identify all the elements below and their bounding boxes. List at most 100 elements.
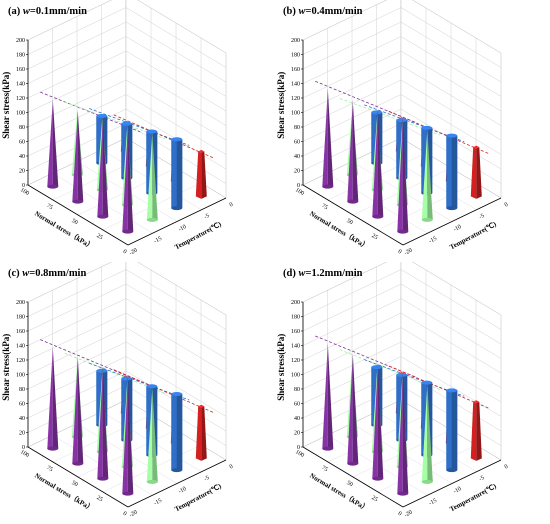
z-tick-label: 200 <box>291 300 300 306</box>
temperature-tick-label: -10 <box>178 224 188 233</box>
z-tick-label: 60 <box>19 402 25 408</box>
bar--10-25 <box>171 137 183 211</box>
z-tick-label: 140 <box>16 344 25 350</box>
wall-gridline <box>27 79 227 141</box>
trend-line <box>388 365 489 409</box>
cone-base <box>322 184 334 189</box>
trend-line <box>64 352 165 394</box>
z-tick-label: 80 <box>294 125 300 131</box>
panel-label: (c) <box>8 268 22 279</box>
cylinder-top <box>371 110 383 115</box>
z-tick-label: 100 <box>16 373 25 379</box>
z-tick-label: 120 <box>291 358 300 364</box>
z-tick-label: 100 <box>291 373 300 379</box>
wall-gridline <box>302 341 502 403</box>
normal-stress-tick-label: 0 <box>397 249 403 256</box>
cone-face-right <box>402 117 409 234</box>
z-tick-label: 0 <box>297 183 300 189</box>
cylinder-shade <box>451 390 458 471</box>
temperature-tick-label: -15 <box>428 498 438 507</box>
wall-gridline <box>302 7 502 68</box>
bar--20-50 <box>372 109 384 219</box>
wall-gridline <box>302 298 502 359</box>
cone-face-right <box>327 88 334 189</box>
z-axis-label: Shear stress(kPa) <box>276 334 286 401</box>
z-tick-label: 20 <box>294 431 300 437</box>
cone-face-left <box>397 117 403 234</box>
wall-gridline <box>302 327 502 388</box>
trend-line <box>40 91 141 133</box>
rate-symbol: w <box>298 268 306 279</box>
cone-face-left <box>421 384 428 484</box>
trend-line <box>388 110 489 154</box>
z-tick-label: 140 <box>291 344 300 350</box>
z-tick-label: 80 <box>19 387 25 393</box>
cone-face-right <box>102 118 109 219</box>
prism-face-right <box>201 151 207 199</box>
cone-face-left <box>47 99 53 189</box>
trend-line <box>339 98 440 136</box>
cone-base <box>72 461 84 466</box>
bar--20-75 <box>72 111 84 204</box>
normal-stress-tick-label: 25 <box>370 495 378 503</box>
cone-face-left <box>322 88 328 189</box>
cylinder-top <box>96 368 108 373</box>
wall-gridline <box>27 21 227 83</box>
z-tick-label: 200 <box>16 38 25 44</box>
cone-face-right <box>377 362 384 481</box>
z-tick-label: 180 <box>291 315 300 321</box>
temperature-tick-label: -20 <box>129 248 139 257</box>
cone-face-left <box>322 343 328 451</box>
cylinder-top <box>421 125 433 130</box>
prism-face-right <box>201 406 207 461</box>
bar--10-25 <box>171 392 183 473</box>
wall-gridline <box>302 356 502 417</box>
cone-face-left <box>122 126 128 234</box>
cone-base <box>122 491 134 496</box>
cone-base <box>97 214 109 219</box>
panel-label: (a) <box>8 6 23 17</box>
bar--15-25 <box>421 384 433 484</box>
trend-line <box>113 114 214 159</box>
temperature-tick-label: -10 <box>453 486 463 495</box>
wall-gridline <box>27 36 227 97</box>
normal-stress-tick-label: 0 <box>397 511 403 518</box>
rate-value: =0.1mm/min <box>30 6 87 17</box>
cone-face-left <box>347 100 353 204</box>
bar--20-100 <box>47 99 59 189</box>
z-tick-label: 160 <box>291 329 300 335</box>
cylinder-shade <box>101 116 108 164</box>
normal-stress-tick-label: 0 <box>122 249 128 256</box>
wall-gridline <box>302 0 502 54</box>
bar--20-75 <box>347 100 359 204</box>
z-tick-label: 120 <box>291 96 300 102</box>
panel-title: (b) w=0.4mm/min <box>283 6 363 17</box>
cylinder-shade <box>426 127 433 194</box>
cone-base <box>146 479 158 484</box>
wall-gridline <box>27 370 227 432</box>
z-tick-label: 0 <box>22 445 25 451</box>
wall-gridline <box>27 356 227 417</box>
trend-line <box>40 339 141 382</box>
prism-face-right <box>476 401 482 461</box>
temperature-tick-label: 0 <box>504 202 509 209</box>
z-tick-label: 60 <box>294 140 300 146</box>
prism-top <box>198 149 205 153</box>
cylinder-shade <box>126 378 133 441</box>
bar--20-50 <box>97 366 109 481</box>
rate-value: =1.2mm/min <box>305 268 362 279</box>
temperature-tick-label: -10 <box>178 486 188 495</box>
z-tick-label: 180 <box>16 53 25 59</box>
cone-face-right <box>52 347 59 451</box>
cone-face-left <box>397 371 403 496</box>
z-tick-label: 200 <box>291 38 300 44</box>
normal-stress-tick-label: 50 <box>70 218 78 226</box>
wall-gridline <box>27 298 227 359</box>
cylinder-shade <box>376 367 383 426</box>
wall-gridline <box>302 50 502 112</box>
normal-stress-tick-label: 75 <box>320 465 328 473</box>
cone-face-right <box>352 100 359 204</box>
cylinder-shade <box>401 120 408 179</box>
z-tick-label: 100 <box>16 111 25 117</box>
z-tick-label: 0 <box>297 445 300 451</box>
